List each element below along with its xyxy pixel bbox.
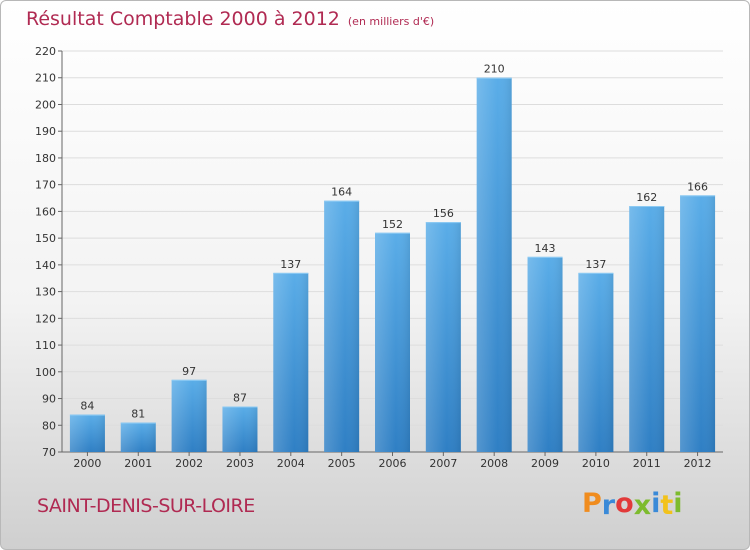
logo-letter-1: r	[601, 490, 616, 521]
bar-shade-2002	[171, 379, 207, 452]
bar-shade-2012	[680, 195, 716, 453]
y-tick-label-120: 120	[35, 312, 56, 325]
data-label-2003: 87	[233, 392, 247, 405]
logo-letter-0: P	[582, 488, 602, 519]
x-tick-label-2012: 2012	[684, 457, 712, 470]
y-tick-label-80: 80	[42, 419, 56, 432]
data-label-2011: 162	[636, 191, 657, 204]
bar-shade-2011	[629, 206, 665, 452]
data-label-2012: 166	[687, 180, 708, 193]
bar-shade-2010	[578, 272, 614, 452]
location-name: SAINT-DENIS-SUR-LOIRE	[37, 495, 255, 517]
y-tick-label-110: 110	[35, 339, 56, 352]
labels: 7080901001101201301401501601701801902002…	[35, 45, 712, 470]
x-tick-label-2005: 2005	[328, 457, 356, 470]
y-tick-label-130: 130	[35, 286, 56, 299]
y-tick-label-90: 90	[42, 393, 56, 406]
y-tick-label-200: 200	[35, 98, 56, 111]
x-tick-label-2001: 2001	[124, 457, 152, 470]
bar-shade-2005	[324, 200, 360, 452]
data-label-2009: 143	[535, 242, 556, 255]
bar-shade-2004	[273, 272, 309, 452]
logo-letter-4: i	[651, 488, 661, 519]
y-tick-label-150: 150	[35, 232, 56, 245]
bar-shade-2007	[425, 222, 461, 452]
x-tick-label-2010: 2010	[582, 457, 610, 470]
y-tick-label-70: 70	[42, 446, 56, 459]
logo-letter-2: o	[615, 488, 634, 519]
logo-letter-5: t	[660, 490, 674, 521]
data-label-2002: 97	[182, 365, 196, 378]
x-tick-label-2000: 2000	[73, 457, 101, 470]
x-tick-label-2009: 2009	[531, 457, 559, 470]
data-label-2000: 84	[80, 400, 94, 413]
y-tick-label-210: 210	[35, 72, 56, 85]
data-label-2001: 81	[131, 408, 145, 421]
data-label-2010: 137	[585, 258, 606, 271]
chart-title: Résultat Comptable 2000 à 2012 (en millie…	[26, 8, 434, 30]
data-label-2007: 156	[433, 207, 454, 220]
bar-shade-2001	[120, 422, 156, 452]
chart-subtitle: (en milliers d'€)	[347, 15, 435, 28]
y-tick-label-220: 220	[35, 45, 56, 58]
bar-shade-2003	[222, 406, 258, 452]
chart-title-text: Résultat Comptable 2000 à 2012	[26, 8, 340, 30]
data-label-2004: 137	[280, 258, 301, 271]
data-label-2005: 164	[331, 186, 352, 199]
bar-shade-2006	[375, 232, 410, 452]
logo-letter-6: i	[673, 488, 683, 519]
proxiti-logo[interactable]: Proxiti	[582, 488, 683, 521]
y-tick-label-100: 100	[35, 366, 56, 379]
data-label-2006: 152	[382, 218, 403, 231]
x-tick-label-2002: 2002	[175, 457, 203, 470]
y-tick-label-190: 190	[35, 125, 56, 138]
bars	[69, 77, 716, 453]
x-tick-label-2011: 2011	[633, 457, 661, 470]
bar-shade-2000	[69, 414, 105, 452]
y-tick-label-170: 170	[35, 179, 56, 192]
logo-letter-3: x	[633, 490, 652, 521]
x-tick-label-2003: 2003	[226, 457, 254, 470]
x-tick-label-2008: 2008	[480, 457, 508, 470]
bar-shade-2008	[476, 77, 512, 452]
y-tick-label-140: 140	[35, 259, 56, 272]
x-tick-label-2006: 2006	[379, 457, 407, 470]
data-label-2008: 210	[484, 63, 505, 76]
y-tick-label-160: 160	[35, 205, 56, 218]
x-tick-label-2004: 2004	[277, 457, 305, 470]
y-tick-label-180: 180	[35, 152, 56, 165]
x-tick-label-2007: 2007	[429, 457, 457, 470]
bar-shade-2009	[527, 256, 563, 452]
